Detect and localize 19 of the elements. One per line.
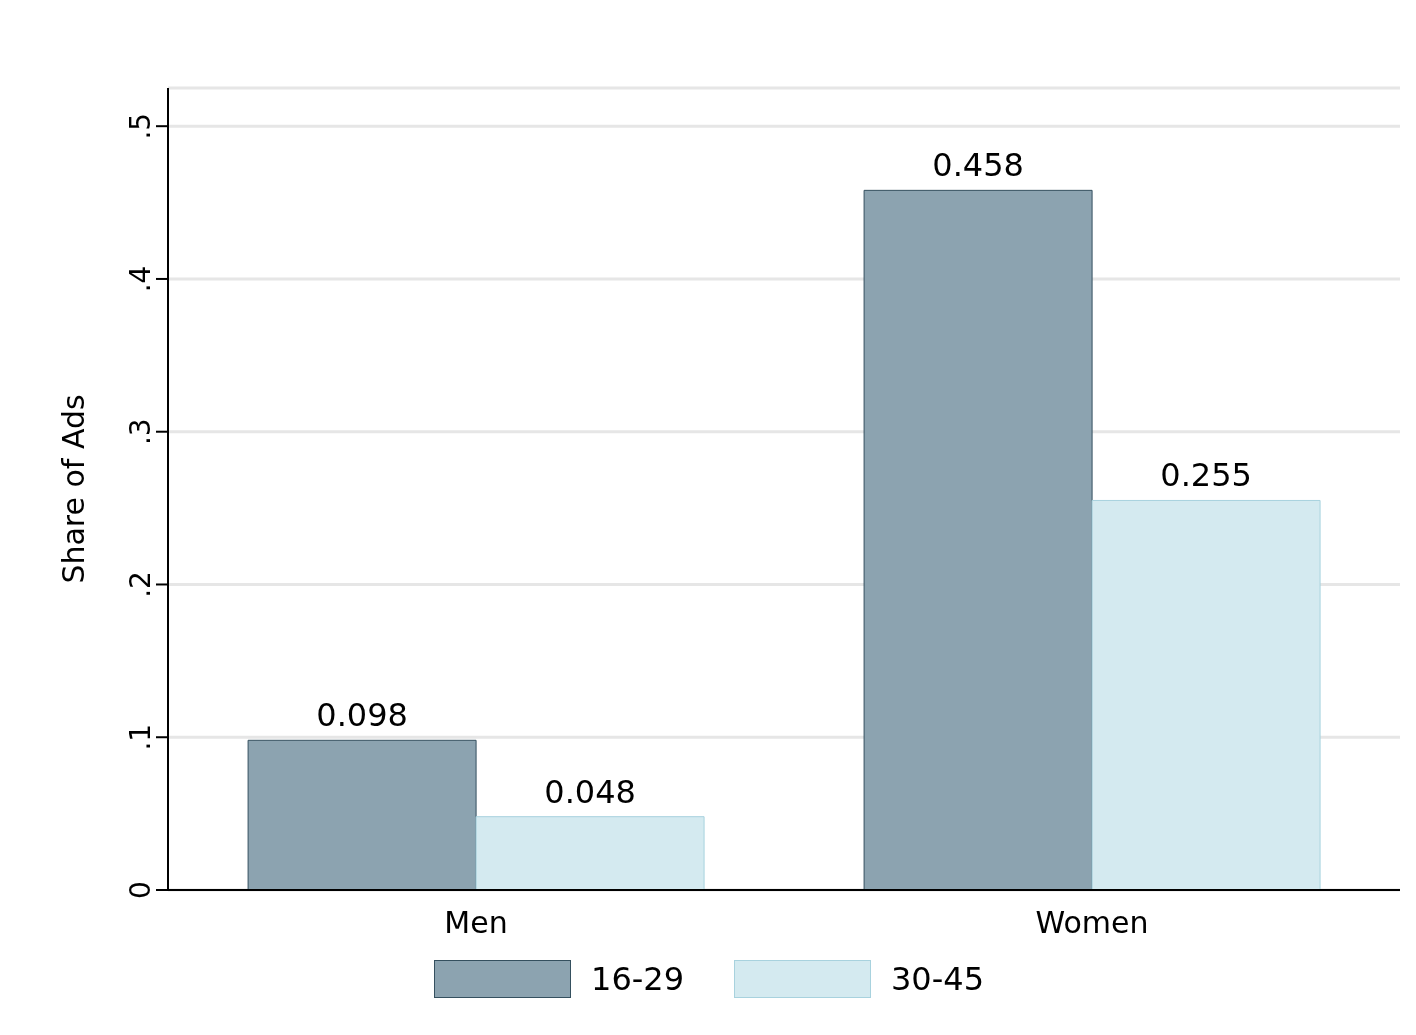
y-axis-title: Share of Ads — [55, 394, 91, 584]
legend-label: 16-29 — [591, 960, 684, 998]
y-tick-label: .4 — [124, 265, 157, 293]
bar — [863, 189, 1093, 890]
y-tick-label: .2 — [124, 571, 157, 598]
y-tick-label: 0 — [124, 881, 157, 899]
y-tick-label: .1 — [124, 723, 157, 751]
x-tick-label: Women — [1035, 905, 1149, 941]
data-label: 0.098 — [316, 696, 408, 735]
data-label: 0.458 — [932, 146, 1024, 185]
bar — [1091, 499, 1321, 890]
data-label: 0.048 — [544, 772, 636, 811]
x-tick-label: Men — [444, 905, 508, 941]
data-label: 0.255 — [1160, 456, 1252, 495]
y-tick-label: .3 — [124, 418, 157, 446]
legend-label: 30-45 — [891, 960, 984, 998]
y-tick-label: .5 — [124, 112, 157, 140]
bar — [247, 739, 477, 890]
bar — [475, 816, 705, 890]
